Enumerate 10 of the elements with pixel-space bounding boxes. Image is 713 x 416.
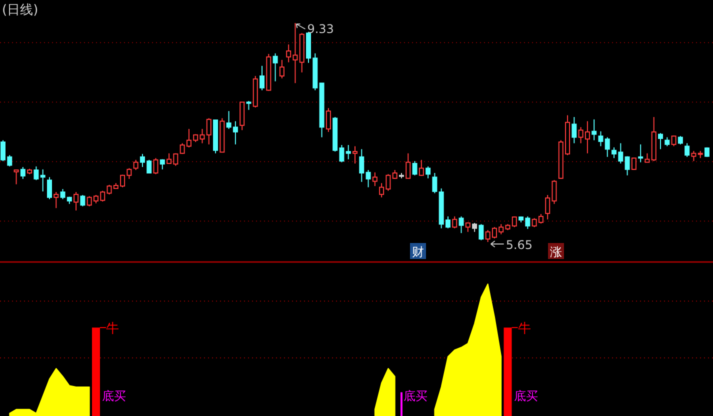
- annotation: 底买: [514, 389, 538, 403]
- annotation: 5.65: [506, 238, 533, 252]
- annotation: 牛: [518, 322, 531, 337]
- annotation: 9.33: [307, 22, 334, 36]
- annotation: 底买: [403, 389, 428, 404]
- annotation: 牛: [106, 322, 119, 337]
- title: (日线): [2, 3, 38, 18]
- event-mark: 涨: [548, 243, 564, 259]
- annotation: 底买: [102, 389, 126, 403]
- event-mark: 财: [410, 243, 426, 259]
